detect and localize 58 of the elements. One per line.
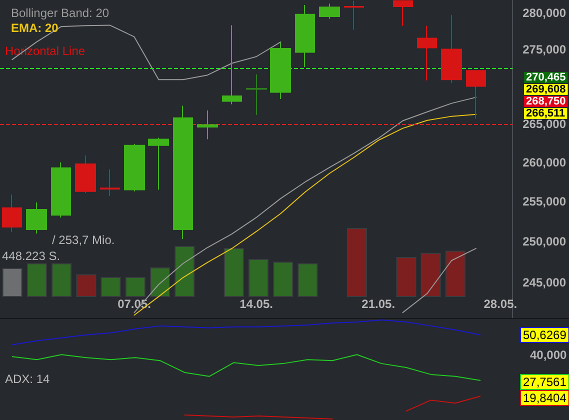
candlestick [466,70,486,120]
bar [396,256,416,297]
y-tick-label: 260,000 [522,155,566,170]
line-series [402,248,477,314]
candlestick [173,105,193,240]
series-label: Bollinger Band: 20 [11,6,110,20]
text: 268,750 [526,96,566,108]
candlestick [100,168,120,197]
x-tick-label: 21.05. [362,297,396,311]
candlestick [270,42,291,100]
bar [248,259,268,297]
bar [52,263,72,297]
annotation: 448.223 S. [2,249,60,263]
bar [445,250,466,297]
candlestick [197,110,218,140]
candlestick [344,0,364,30]
bar [76,274,96,297]
candlestick [75,154,96,194]
text: EMA: 20 [11,21,59,35]
x-tick-label: 28.05. [484,297,518,311]
text: 266,511 [526,108,566,120]
text: 27,7561 [523,375,567,389]
bar [26,263,47,297]
bar [346,228,367,297]
text: 270,465 [526,72,566,84]
candlestick [2,194,22,232]
bar [150,267,170,297]
candlestick [246,74,267,116]
annotation: / 253,7 Mio. [52,233,115,247]
x-tick-label: 14.05. [240,297,273,311]
bar [420,252,441,297]
bar [273,262,294,297]
candlestick [51,162,71,218]
text: 40,000 [530,348,568,362]
text: 19,8404 [523,391,567,405]
bar [174,246,195,297]
text: 269,608 [526,84,566,96]
candlestick [319,3,340,20]
candlestick [124,143,145,192]
candlestick [26,202,47,234]
y-tick-label: 250,000 [522,234,566,249]
bar [125,276,146,297]
candlestick [417,25,437,81]
text: 50,6269 [523,328,567,342]
bar [224,248,244,297]
y-tick-label: 275,000 [522,42,566,56]
candlestick [393,0,413,26]
y-tick-label: 280,000 [522,6,566,20]
bar [298,263,318,297]
candlestick [441,14,462,84]
y-tick-label: 245,000 [522,275,566,290]
bar [2,268,22,297]
candlestick [295,4,315,68]
annotation: ADX: 14 [5,372,50,386]
y-tick-label: 255,000 [522,194,566,209]
candlestick [148,137,169,190]
candlestick [222,24,242,105]
bar [100,276,121,297]
